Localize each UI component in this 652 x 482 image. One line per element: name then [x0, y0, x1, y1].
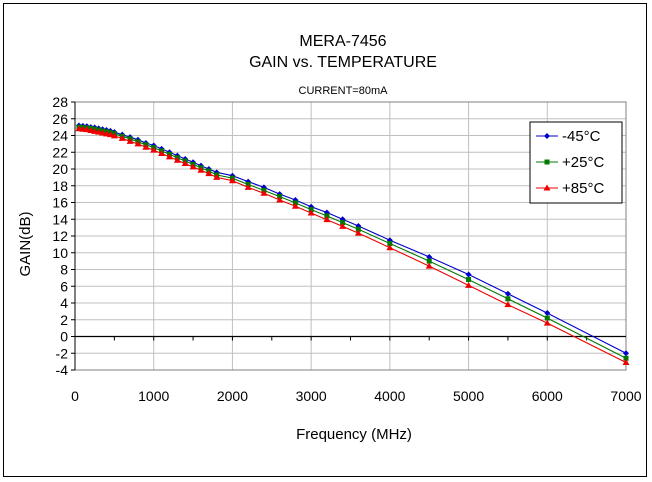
data-point-triangle [189, 163, 197, 170]
y-tick-label: 24 [52, 128, 68, 144]
data-point-triangle [87, 126, 95, 133]
data-point-triangle [228, 177, 236, 184]
data-point-triangle [425, 262, 433, 269]
legend-label: +85°C [562, 180, 604, 197]
y-tick-label: -2 [56, 345, 69, 361]
x-axis-label: Frequency (MHz) [296, 426, 412, 443]
data-point-triangle [142, 143, 150, 150]
data-point-triangle [126, 137, 134, 144]
y-tick-label: 10 [52, 245, 68, 261]
data-point-triangle [386, 244, 394, 251]
data-point-triangle [465, 281, 473, 288]
data-point-triangle [197, 166, 205, 173]
data-point-triangle [354, 229, 362, 236]
y-tick-label: 14 [52, 211, 68, 227]
chart-frame: MERA-7456 GAIN vs. TEMPERATURE CURRENT=8… [3, 3, 647, 477]
data-point-triangle [95, 128, 103, 135]
y-tick-label: 6 [60, 278, 68, 294]
x-tick-label: 0 [71, 388, 79, 404]
data-point-square [355, 226, 361, 232]
data-point-triangle [102, 130, 110, 137]
data-point-triangle [276, 196, 284, 203]
data-point-square [544, 159, 550, 165]
data-point-diamond [544, 310, 551, 317]
data-point-triangle [99, 129, 107, 136]
chart-annotation: CURRENT=80mA [299, 85, 389, 97]
data-point-triangle [110, 132, 118, 139]
data-point-triangle [205, 170, 213, 177]
data-point-triangle [504, 301, 512, 308]
y-tick-label: 28 [52, 94, 68, 110]
data-point-triangle [260, 189, 268, 196]
data-point-square [324, 213, 330, 219]
x-tick-label: 1000 [138, 388, 169, 404]
legend-label: +25°C [562, 154, 604, 171]
y-axis-label: GAIN(dB) [17, 211, 34, 276]
y-tick-label: 12 [52, 228, 68, 244]
series-layer [75, 122, 630, 365]
data-point-triangle [543, 319, 551, 326]
data-point-triangle [323, 216, 331, 223]
data-point-square [426, 258, 432, 264]
y-tick-label: 4 [60, 295, 68, 311]
chart-svg: MERA-7456 GAIN vs. TEMPERATURE CURRENT=8… [17, 33, 642, 443]
data-point-triangle [158, 150, 166, 157]
data-point-triangle [543, 184, 551, 191]
x-tick-label: 7000 [610, 388, 641, 404]
y-tick-label: 2 [60, 312, 68, 328]
data-point-square [387, 241, 393, 247]
x-tick-label: 3000 [296, 388, 327, 404]
data-point-diamond [504, 290, 511, 297]
data-point-diamond [465, 271, 472, 278]
x-tick-label: 2000 [217, 388, 248, 404]
data-point-square [544, 315, 550, 321]
data-point-square [466, 277, 472, 283]
data-point-triangle [150, 146, 158, 153]
data-point-triangle [181, 160, 189, 167]
data-point-triangle [83, 126, 91, 133]
data-point-triangle [91, 127, 99, 134]
data-point-triangle [622, 358, 630, 365]
data-point-square [505, 296, 511, 302]
legend-item: -45°C [536, 128, 601, 145]
data-point-triangle [134, 140, 142, 147]
y-tick-label: -4 [56, 362, 69, 378]
y-tick-label: 20 [52, 161, 68, 177]
legend: -45°C +25°C +85°C [529, 121, 623, 204]
y-tick-label: 8 [60, 262, 68, 278]
x-tick-label: 5000 [453, 388, 484, 404]
chart-subtitle: GAIN vs. TEMPERATURE [249, 54, 437, 71]
data-point-triangle [244, 183, 252, 190]
legend-item: +85°C [536, 180, 604, 197]
data-point-diamond [623, 350, 629, 357]
data-point-triangle [307, 209, 315, 216]
y-tick-label: 16 [52, 195, 68, 211]
data-point-triangle [165, 153, 173, 160]
legend-item: +25°C [536, 154, 604, 171]
y-tick-label: 26 [52, 111, 68, 127]
data-point-triangle [291, 202, 299, 209]
y-tick-label: 18 [52, 178, 68, 194]
data-point-diamond [544, 133, 550, 139]
data-point-square [340, 220, 346, 226]
data-point-triangle [339, 222, 347, 229]
data-point-triangle [173, 156, 181, 163]
y-tick-label: 0 [60, 329, 68, 345]
chart-title: MERA-7456 [299, 33, 386, 50]
y-tick-label: 22 [52, 144, 68, 160]
data-point-square [623, 355, 629, 361]
data-point-triangle [213, 173, 221, 180]
data-point-diamond [426, 253, 433, 260]
series-2 [75, 125, 630, 365]
x-tick-label: 4000 [374, 388, 405, 404]
data-point-triangle [106, 131, 114, 138]
x-tick-label: 6000 [532, 388, 563, 404]
data-point-triangle [118, 134, 126, 141]
legend-label: -45°C [562, 128, 601, 145]
